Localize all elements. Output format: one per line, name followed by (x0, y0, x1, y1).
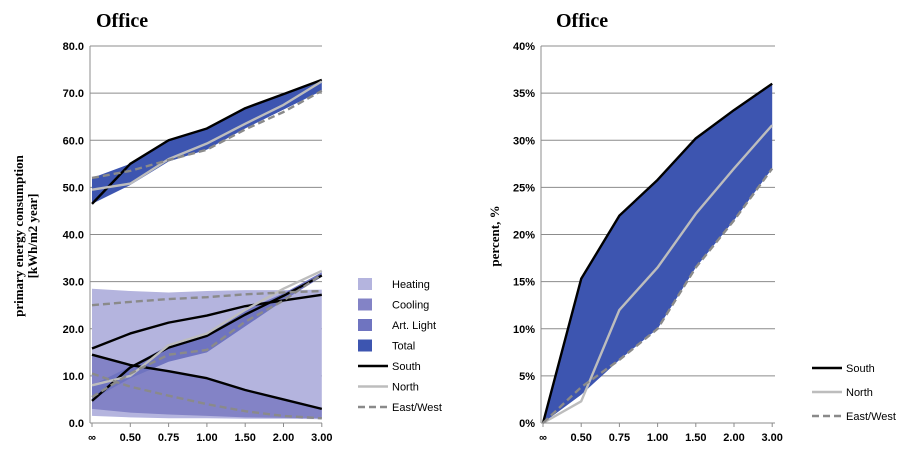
chart-left-ylabel: primary energy consumption (11, 154, 26, 317)
chart-right-axes (540, 46, 775, 427)
legend-label: Total (392, 341, 415, 353)
chart-left-axes (89, 46, 323, 427)
area-band-total (92, 79, 322, 204)
legend-label: South (392, 361, 421, 373)
x-tick-label: ∞ (539, 432, 547, 444)
chart-right-lines (541, 82, 774, 425)
chart-left-ylabel-unit: [kWh/m2 year] (25, 194, 40, 279)
y-tick-label: 10% (513, 324, 535, 336)
series-line-south (91, 293, 322, 350)
x-tick-label: 0.75 (158, 432, 179, 444)
chart-left-y-ticks: 0.0 10.0 20.0 30.0 40.0 50.0 60.0 70.0 80.0 (63, 41, 84, 430)
y-tick-label: 35% (513, 88, 535, 100)
y-tick-label: 20.0 (63, 324, 84, 336)
area-band-range (543, 83, 773, 423)
x-tick-label: ∞ (88, 432, 96, 444)
x-tick-label: 3.00 (761, 432, 782, 444)
chart-left-title: Office (96, 10, 148, 32)
chart-left-areas (92, 79, 322, 420)
y-tick-label: 40% (513, 41, 535, 53)
legend-label: Heating (392, 279, 430, 291)
legend-label: East/West (846, 411, 896, 423)
y-tick-label: 20% (513, 230, 535, 242)
series-line-south (91, 274, 323, 402)
chart-right-ylabel: percent, % (487, 205, 502, 266)
chart-right-areas (543, 83, 773, 423)
chart-right-y-ticks: 0% 5% 10% 15% 20% 25% 30% 35% 40% (513, 41, 535, 430)
series-line-south (91, 353, 323, 411)
x-tick-label: 1.50 (685, 432, 706, 444)
y-tick-label: 0.0 (69, 418, 84, 430)
legend-label: East/West (392, 402, 442, 414)
series-line-east-west (91, 289, 322, 307)
y-tick-label: 50.0 (63, 182, 84, 194)
series-line-south (541, 82, 773, 424)
y-tick-label: 40.0 (63, 230, 84, 242)
y-tick-label: 30% (513, 135, 535, 147)
chart-left: Office primary energy consumption [kWh/m… (11, 10, 442, 444)
legend-swatch (358, 339, 372, 352)
legend-label: Art. Light (392, 320, 436, 332)
x-tick-label: 1.50 (234, 432, 255, 444)
chart-right: Office percent, % 0% 5% 10% 15% 20% 25% 30% 35%… (487, 10, 896, 444)
y-tick-label: 25% (513, 182, 535, 194)
chart-left-x-ticks: ∞ 0.50 0.75 1.00 1.50 2.00 3.00 (88, 432, 332, 444)
series-line-north (91, 269, 323, 387)
area-band-cooling (92, 354, 322, 419)
y-tick-label: 5% (519, 371, 535, 383)
x-tick-label: 0.50 (120, 432, 141, 444)
y-tick-label: 0% (519, 418, 535, 430)
series-line-east-west (91, 273, 323, 399)
chart-right-title: Office (556, 10, 608, 32)
y-tick-label: 10.0 (63, 371, 84, 383)
legend-swatch (358, 278, 372, 290)
y-tick-label: 80.0 (63, 41, 84, 53)
series-line-east-west (91, 89, 323, 180)
x-tick-label: 0.75 (609, 432, 630, 444)
x-tick-label: 0.50 (570, 432, 591, 444)
legend-label: South (846, 363, 875, 375)
y-tick-label: 30.0 (63, 277, 84, 289)
chart-right-x-ticks: ∞ 0.50 0.75 1.00 1.50 2.00 3.00 (539, 432, 783, 444)
legend-label: Cooling (392, 300, 429, 312)
y-tick-label: 15% (513, 277, 535, 289)
y-tick-label: 60.0 (63, 135, 84, 147)
chart-left-legend: Heating Cooling Art. Light Total South North E… (358, 278, 442, 414)
y-tick-label: 70.0 (63, 88, 84, 100)
series-line-south (91, 78, 323, 205)
x-tick-label: 2.00 (273, 432, 294, 444)
chart-right-legend: South North East/West (812, 363, 896, 423)
series-line-north (542, 124, 774, 425)
legend-label: North (846, 387, 873, 399)
legend-swatch (358, 298, 372, 311)
x-tick-label: 1.00 (196, 432, 217, 444)
x-tick-label: 2.00 (723, 432, 744, 444)
series-line-east-west (542, 167, 774, 424)
chart-left-lines (91, 78, 323, 420)
series-line-north (91, 80, 323, 191)
x-tick-label: 3.00 (311, 432, 332, 444)
legend-swatch (358, 319, 372, 331)
x-tick-label: 1.00 (647, 432, 668, 444)
legend-label: North (392, 382, 419, 394)
